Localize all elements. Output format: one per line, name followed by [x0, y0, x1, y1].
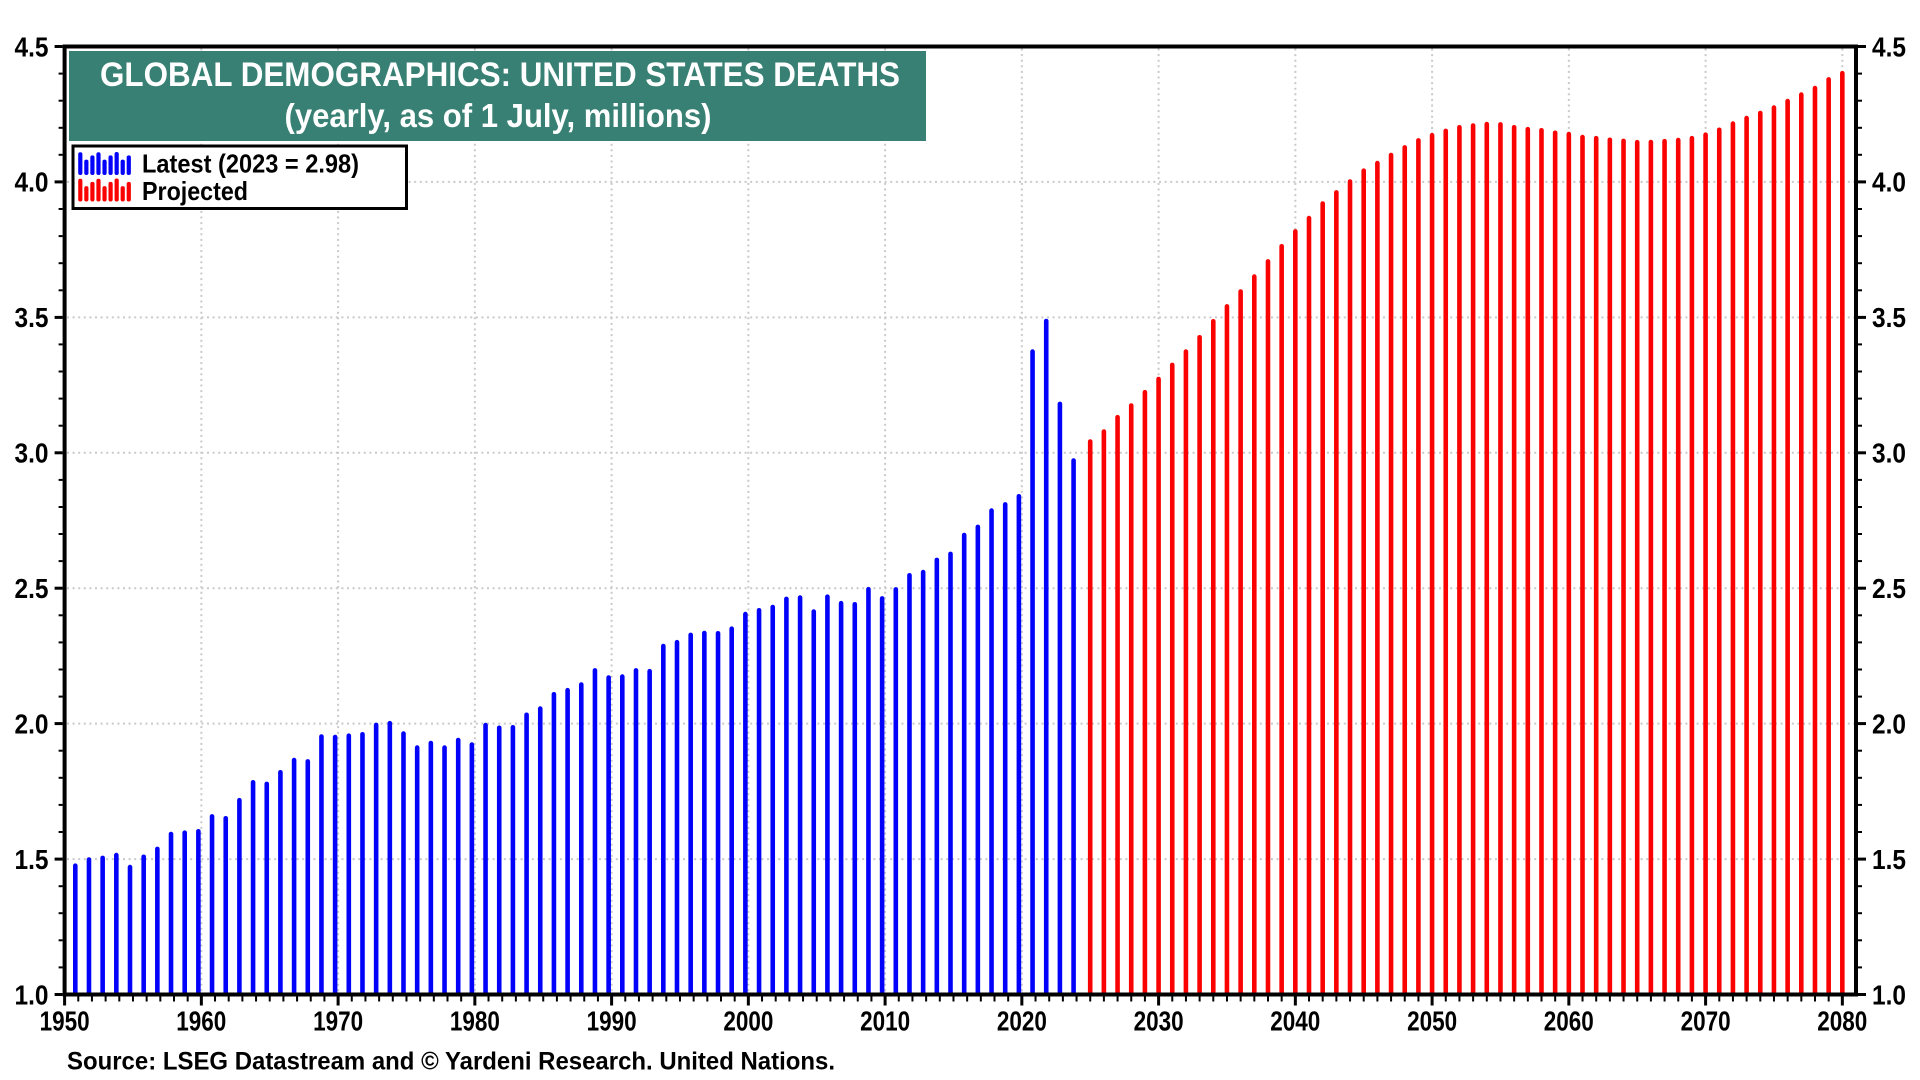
svg-text:Projected: Projected — [142, 176, 248, 206]
svg-text:2080: 2080 — [1817, 1006, 1867, 1037]
svg-text:1980: 1980 — [450, 1006, 500, 1037]
svg-text:2.0: 2.0 — [1872, 708, 1906, 739]
svg-text:GLOBAL DEMOGRAPHICS: UNITED ST: GLOBAL DEMOGRAPHICS: UNITED STATES DEATH… — [100, 56, 900, 94]
svg-text:Source: LSEG Datastream and ©: Source: LSEG Datastream and © Yardeni Re… — [67, 1048, 835, 1076]
svg-text:4.0: 4.0 — [1872, 167, 1906, 198]
svg-text:3.5: 3.5 — [15, 302, 49, 333]
svg-text:(yearly, as of 1 July, million: (yearly, as of 1 July, millions) — [285, 97, 712, 134]
svg-text:2010: 2010 — [860, 1006, 910, 1037]
svg-text:1950: 1950 — [40, 1006, 90, 1037]
svg-text:1.0: 1.0 — [1872, 979, 1906, 1010]
svg-text:1.5: 1.5 — [15, 844, 49, 875]
svg-text:Latest (2023 = 2.98): Latest (2023 = 2.98) — [142, 149, 359, 179]
svg-text:2070: 2070 — [1681, 1006, 1731, 1037]
svg-text:2.5: 2.5 — [15, 573, 49, 604]
svg-text:3.0: 3.0 — [1872, 438, 1906, 469]
svg-text:2.5: 2.5 — [1872, 573, 1906, 604]
svg-text:2030: 2030 — [1134, 1006, 1184, 1037]
svg-text:4.5: 4.5 — [15, 31, 49, 62]
svg-text:2060: 2060 — [1544, 1006, 1594, 1037]
svg-text:4.0: 4.0 — [15, 167, 49, 198]
svg-text:2.0: 2.0 — [15, 708, 49, 739]
svg-text:1990: 1990 — [587, 1006, 637, 1037]
svg-text:4.5: 4.5 — [1872, 31, 1906, 62]
svg-text:1970: 1970 — [313, 1006, 363, 1037]
svg-text:2000: 2000 — [723, 1006, 773, 1037]
svg-text:3.0: 3.0 — [15, 438, 49, 469]
svg-text:1960: 1960 — [176, 1006, 226, 1037]
svg-text:3.5: 3.5 — [1872, 302, 1906, 333]
svg-text:2040: 2040 — [1270, 1006, 1320, 1037]
svg-text:2050: 2050 — [1407, 1006, 1457, 1037]
svg-text:1.5: 1.5 — [1872, 844, 1906, 875]
svg-text:2020: 2020 — [997, 1006, 1047, 1037]
svg-text:1.0: 1.0 — [15, 979, 49, 1010]
